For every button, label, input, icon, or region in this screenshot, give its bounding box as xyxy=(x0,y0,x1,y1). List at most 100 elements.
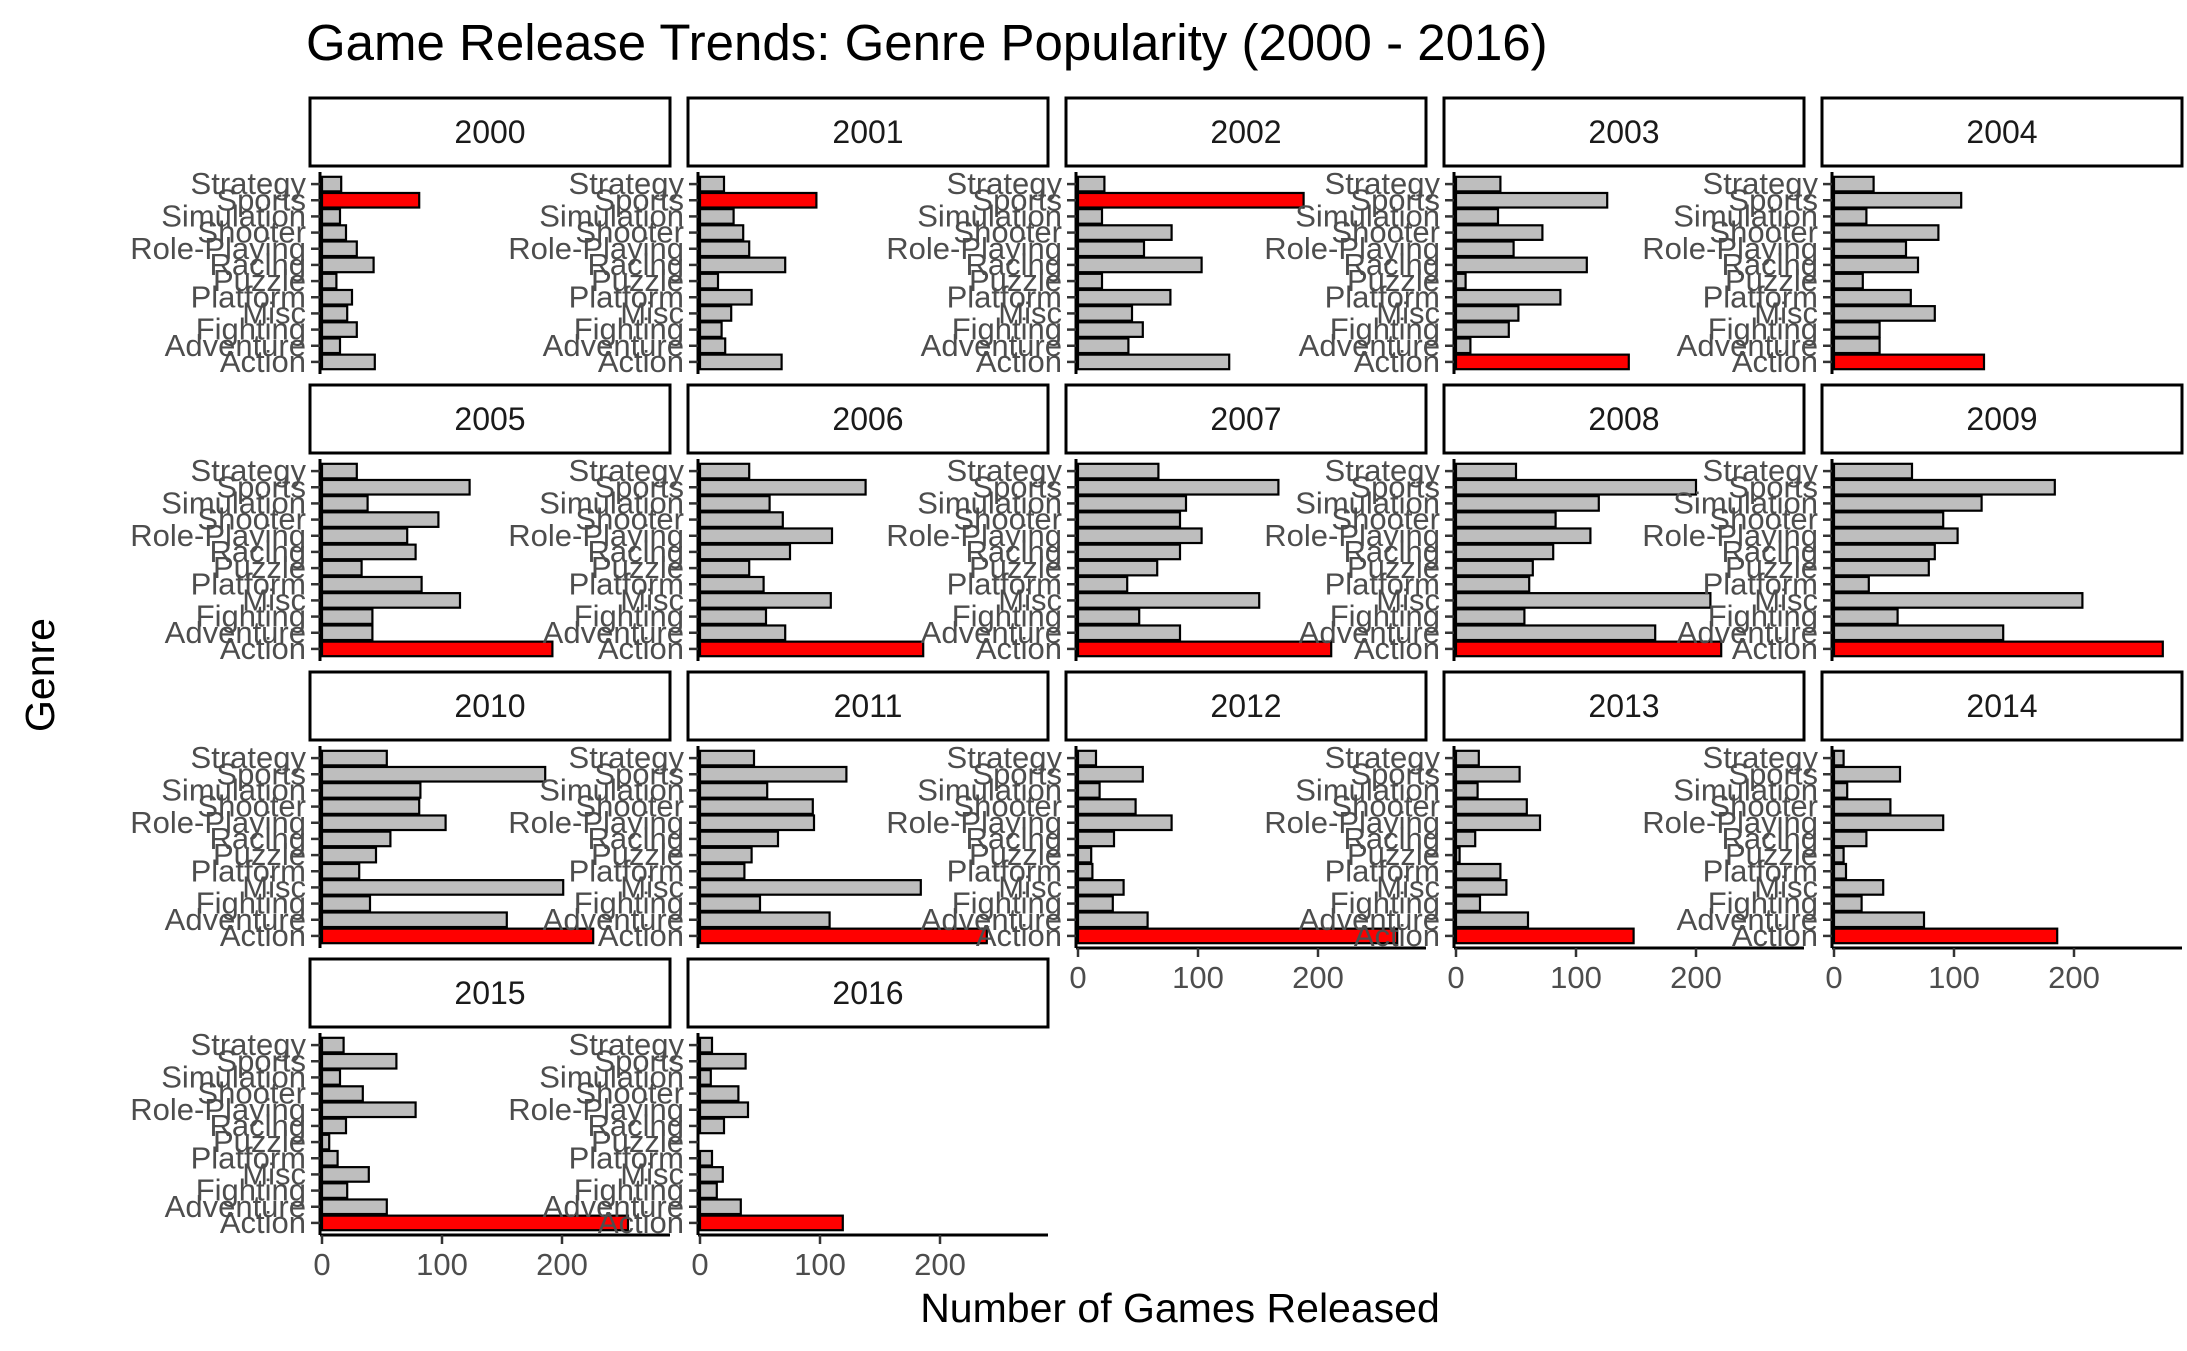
facet-strip xyxy=(1820,383,2184,455)
bar-simulation-2016 xyxy=(698,1069,712,1086)
bar-strategy-2009 xyxy=(1832,462,1914,480)
facet-strip xyxy=(1820,670,2184,742)
y-tick-label: Puzzle xyxy=(969,263,1062,298)
bar-misc-2012 xyxy=(1076,879,1125,896)
bar-simulation-2012 xyxy=(1076,782,1101,799)
bar-fighting-2007 xyxy=(1076,608,1141,625)
bar-action-2001 xyxy=(698,353,783,371)
bar-fighting-2006 xyxy=(698,608,768,625)
bar-shooter-2007 xyxy=(1076,511,1182,528)
bar-fighting-2015 xyxy=(320,1182,349,1199)
bar-shooter-2003 xyxy=(1454,224,1544,241)
facet-strip xyxy=(308,957,672,1029)
bar-racing-2014 xyxy=(1832,830,1868,848)
y-tick-label: Fighting xyxy=(574,1173,684,1208)
y-tick-label: Role-Playing xyxy=(508,518,684,553)
x-tick-label: 200 xyxy=(1670,960,1722,995)
x-tick-label: 0 xyxy=(313,1247,330,1282)
bar-platform-2015 xyxy=(320,1149,339,1167)
y-tick-label: Simulation xyxy=(1673,485,1818,520)
y-tick-label: Action xyxy=(976,918,1062,953)
y-tick-label: Role-Playing xyxy=(130,805,306,840)
y-tick-label: Shooter xyxy=(1709,502,1818,537)
y-tick-label: Action xyxy=(1732,918,1818,953)
bar-adventure-2001 xyxy=(698,337,727,355)
y-tick-label: Strategy xyxy=(947,166,1063,201)
bar-role-playing-2008 xyxy=(1454,527,1592,545)
y-tick-label: Role-Playing xyxy=(130,518,306,553)
y-tick-label: Simulation xyxy=(1295,772,1440,807)
bar-strategy-2002 xyxy=(1076,175,1106,193)
bar-simulation-2006 xyxy=(698,495,771,512)
bar-racing-2015 xyxy=(320,1117,348,1135)
y-tick-label: Puzzle xyxy=(969,550,1062,585)
bar-role-playing-2010 xyxy=(320,814,447,832)
bar-puzzle-2008 xyxy=(1454,559,1534,577)
y-tick-label: Shooter xyxy=(575,215,684,250)
bar-strategy-2014 xyxy=(1832,749,1845,767)
bar-sports-2006 xyxy=(698,478,867,496)
y-tick-label: Platform xyxy=(569,1140,684,1175)
x-tick-label: 100 xyxy=(1172,960,1224,995)
bar-adventure-2014 xyxy=(1832,911,1926,929)
bar-platform-2006 xyxy=(698,575,765,593)
y-tick-label: Racing xyxy=(1722,534,1819,569)
y-tick-label: Shooter xyxy=(1709,789,1818,824)
y-tick-label: Fighting xyxy=(952,886,1062,921)
bar-sports-2010 xyxy=(320,765,547,783)
facet-strip-label: 2012 xyxy=(1210,688,1281,724)
bar-sports-2016 xyxy=(698,1052,747,1070)
y-tick-label: Role-Playing xyxy=(886,231,1062,266)
facet-strip xyxy=(686,96,1050,168)
bar-shooter-2008 xyxy=(1454,511,1557,528)
y-tick-label: Shooter xyxy=(575,789,684,824)
x-tick-label: 0 xyxy=(1069,960,1086,995)
bar-adventure-2012 xyxy=(1076,911,1149,929)
x-tick-label: 200 xyxy=(914,1247,966,1282)
y-tick-label: Simulation xyxy=(1673,772,1818,807)
y-tick-label: Misc xyxy=(1376,295,1440,330)
bar-puzzle-2010 xyxy=(320,846,378,864)
y-tick-label: Shooter xyxy=(953,502,1062,537)
x-tick-label: 0 xyxy=(1825,960,1842,995)
y-tick-label: Racing xyxy=(210,247,307,282)
bar-racing-2009 xyxy=(1832,543,1936,561)
y-tick-label: Misc xyxy=(998,582,1062,617)
bar-simulation-2000 xyxy=(320,208,342,225)
bar-platform-2009 xyxy=(1832,575,1870,593)
y-tick-label: Role-Playing xyxy=(130,1092,306,1127)
y-tick-label: Shooter xyxy=(1709,215,1818,250)
bar-strategy-2013 xyxy=(1454,749,1480,767)
bar-role-playing-2009 xyxy=(1832,527,1959,545)
y-tick-label: Racing xyxy=(210,534,307,569)
bar-strategy-2005 xyxy=(320,462,358,480)
bar-shooter-2005 xyxy=(320,511,440,528)
y-tick-label: Fighting xyxy=(196,886,306,921)
y-tick-label: Strategy xyxy=(569,166,685,201)
y-tick-label: Adventure xyxy=(543,1189,684,1224)
facet-panel-2000: 2000 ActionAdventureFightingMiscPlatformP… xyxy=(130,96,672,379)
bar-platform-2003 xyxy=(1454,288,1562,306)
facet-strip-label: 2015 xyxy=(454,975,525,1011)
y-tick-label: Adventure xyxy=(543,615,684,650)
y-tick-label: Shooter xyxy=(953,789,1062,824)
bar-action-2008 xyxy=(1454,640,1723,658)
x-tick-label: 0 xyxy=(1447,960,1464,995)
bar-adventure-2011 xyxy=(698,911,831,929)
bar-puzzle-2006 xyxy=(698,559,751,577)
y-tick-label: Adventure xyxy=(165,328,306,363)
facet-panel-2004: 2004 ActionAdventureFightingMiscPlatformP… xyxy=(1642,96,2184,379)
bar-shooter-2002 xyxy=(1076,224,1173,241)
y-tick-label: Strategy xyxy=(1703,740,1819,775)
y-tick-label: Racing xyxy=(966,821,1063,856)
bar-racing-2016 xyxy=(698,1117,726,1135)
facet-panel-2003: 2003 ActionAdventureFightingMiscPlatformP… xyxy=(1264,96,1806,379)
y-tick-label: Fighting xyxy=(952,599,1062,634)
bar-fighting-2011 xyxy=(698,895,762,912)
bar-fighting-2005 xyxy=(320,608,374,625)
x-tick-label: 100 xyxy=(416,1247,468,1282)
bar-role-playing-2004 xyxy=(1832,240,1908,258)
y-tick-label: Action xyxy=(220,1205,306,1240)
bar-fighting-2003 xyxy=(1454,321,1510,338)
